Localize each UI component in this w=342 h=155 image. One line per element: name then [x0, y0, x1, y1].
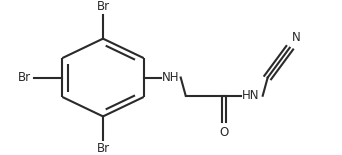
Text: N: N	[292, 31, 301, 44]
Text: Br: Br	[96, 0, 109, 13]
Text: O: O	[219, 126, 228, 139]
Text: Br: Br	[96, 142, 109, 155]
Text: Br: Br	[18, 71, 31, 84]
Text: HN: HN	[242, 89, 259, 102]
Text: NH: NH	[162, 71, 179, 84]
